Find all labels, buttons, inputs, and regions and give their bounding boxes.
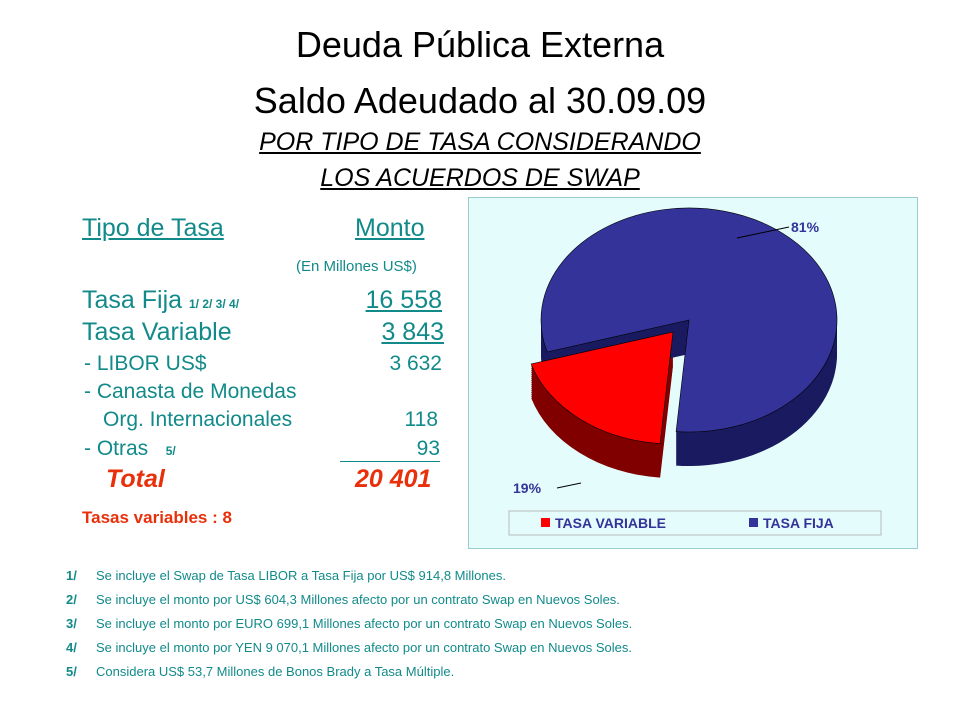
subtitle-line-1: POR TIPO DE TASA CONSIDERANDO <box>259 128 701 156</box>
footnote-number: 3/ <box>66 616 77 631</box>
row-label: Org. Internacionales <box>103 408 293 431</box>
footnote: 4/Se incluye el monto por YEN 9 070,1 Mi… <box>66 640 632 655</box>
footnote: 5/Considera US$ 53,7 Millones de Bonos B… <box>66 664 454 679</box>
footnote: 2/Se incluye el monto por US$ 604,3 Mill… <box>66 592 620 607</box>
variable-rates-count: Tasas variables : 8 <box>82 508 232 527</box>
footnote-number: 4/ <box>66 640 77 655</box>
data-label-variable: 19% <box>513 480 542 496</box>
row-value: 16 558 <box>365 286 442 314</box>
leader-line <box>556 482 582 489</box>
title-line-2: Saldo Adeudado al 30.09.09 <box>253 80 707 121</box>
legend-label: TASA VARIABLE <box>555 515 666 531</box>
pie-svg: 19% 81% TASA VARIABLE TASA FIJA <box>508 207 882 536</box>
total-value: 20 401 <box>355 465 432 493</box>
leader-line <box>736 226 790 239</box>
footnote-text: Considera US$ 53,7 Millones de Bonos Bra… <box>96 664 455 679</box>
row-label-text: - Otras <box>84 437 149 460</box>
row-label-text: Tasa Fija <box>82 286 183 314</box>
row-label: Tasa Fija 1/ 2/ 3/ 4/ <box>82 286 239 315</box>
row-label: - Canasta de Monedas <box>84 380 297 403</box>
footnote-text: Se incluye el monto por EURO 699,1 Millo… <box>96 616 633 631</box>
total-rule <box>340 461 440 462</box>
total-label: Total <box>106 465 165 493</box>
row-label: Tasa Variable <box>82 318 232 346</box>
legend-label: TASA FIJA <box>763 515 834 531</box>
footnote-text: Se incluye el monto por US$ 604,3 Millon… <box>96 592 620 607</box>
footnote-ref: 5/ <box>165 444 176 458</box>
legend-box <box>508 510 882 536</box>
footnote-number: 2/ <box>66 592 77 607</box>
data-label-fija: 81% <box>791 219 820 235</box>
row-label: - Otras 5/ <box>84 437 176 461</box>
row-value: 118 <box>404 408 438 431</box>
pie-slice-tasa-fija <box>540 207 838 433</box>
footnote-number: 5/ <box>66 664 77 679</box>
title-line-1: Deuda Pública Externa <box>295 24 665 65</box>
col-header-amount: Monto <box>355 214 425 242</box>
col-header-type: Tipo de Tasa <box>82 214 224 242</box>
footnote-number: 1/ <box>66 568 77 583</box>
legend-swatch <box>541 518 550 527</box>
footnote: 3/Se incluye el monto por EURO 699,1 Mil… <box>66 616 632 631</box>
legend-swatch <box>749 518 758 527</box>
pie-chart: 19% 81% TASA VARIABLE TASA FIJA <box>468 197 918 549</box>
row-value: 3 632 <box>389 352 442 375</box>
subtitle-line-2: LOS ACUERDOS DE SWAP <box>320 164 640 192</box>
footnote-text: Se incluye el monto por YEN 9 070,1 Mill… <box>96 640 632 655</box>
footnote-ref: 1/ 2/ 3/ 4/ <box>189 297 240 311</box>
row-value: 93 <box>416 437 440 460</box>
units-label: (En Millones US$) <box>296 258 417 275</box>
row-label: - LIBOR US$ <box>84 352 207 375</box>
pie-slice-tasa-variable <box>530 331 674 444</box>
row-value: 3 843 <box>381 318 444 346</box>
footnote: 1/Se incluye el Swap de Tasa LIBOR a Tas… <box>66 568 506 583</box>
footnote-text: Se incluye el Swap de Tasa LIBOR a Tasa … <box>96 568 506 583</box>
